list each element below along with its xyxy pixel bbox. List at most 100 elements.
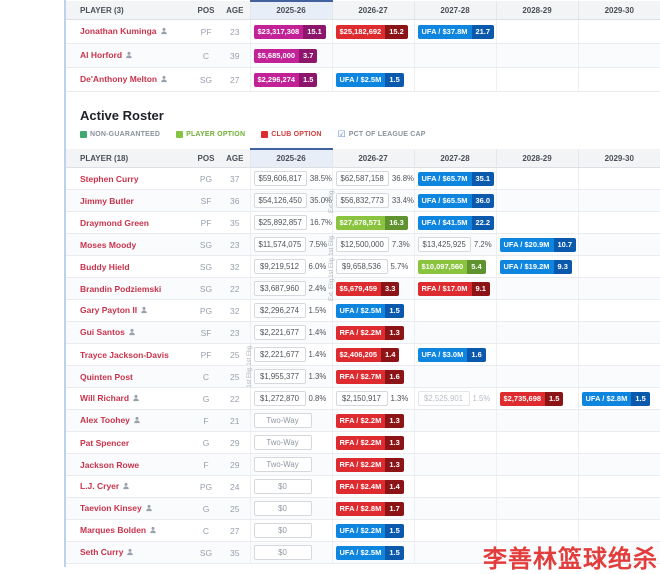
contract-year-cell <box>577 497 660 520</box>
contract-year-cell <box>577 233 660 256</box>
player-name-link[interactable]: Jonathan Kuminga <box>80 26 157 36</box>
player-cell: Pat Spencer <box>66 431 192 454</box>
badge-amount: RFA / $17.0M <box>417 281 472 296</box>
player-name-link[interactable]: Al Horford <box>80 50 123 60</box>
player-name-link[interactable]: Alex Toohey <box>80 415 130 425</box>
contract-year-cell: $59,606,817 38.5% <box>249 167 332 190</box>
player-name-link[interactable]: Brandin Podziemski <box>80 283 162 294</box>
contract-year-cell: $0 <box>249 497 332 520</box>
player-name-link[interactable]: Stephen Curry <box>80 173 139 184</box>
player-row: Draymond Green PF 35 $25,892,857 16.7% $27,67… <box>66 211 660 234</box>
player-cell: Al Horford <box>66 43 192 68</box>
player-age: 22 <box>220 277 250 300</box>
player-name-link[interactable]: Taevion Kinsey <box>80 503 142 513</box>
contract-year-cell <box>413 365 496 388</box>
player-name-link[interactable]: De'Anthony Melton <box>80 74 158 84</box>
badge-cap-pct: 3.7 <box>299 48 318 63</box>
player-name-link[interactable]: Moses Moody <box>80 239 137 250</box>
season-column-header: 2026-27 <box>331 149 414 168</box>
player-position: F <box>192 409 220 432</box>
contract-year-cell <box>413 519 496 542</box>
player-status-icon <box>145 504 153 514</box>
badge-cap-pct: 3.3 <box>381 281 400 296</box>
contract-year-cell <box>413 43 496 68</box>
player-cell: Will Richard <box>66 387 192 410</box>
contract-year-cell <box>495 321 578 344</box>
badge-cap-pct: 5.4 <box>467 259 486 274</box>
section-title: Active Roster <box>80 108 164 123</box>
player-position: SG <box>192 277 220 300</box>
contract-year-cell <box>495 453 578 476</box>
contract-year-cell <box>577 19 660 44</box>
contract-year-cell <box>577 519 660 542</box>
player-name-link[interactable]: L.J. Cryer <box>80 481 120 491</box>
cap-pct-text: 1.4% <box>308 328 327 337</box>
player-cell: Taevion Kinsey <box>66 497 192 520</box>
age-column-header: AGE <box>220 1 250 20</box>
option-salary-badge: $23,317,308 15.1 <box>253 24 326 39</box>
player-name-link[interactable]: Draymond Green <box>80 217 149 228</box>
contract-note-box: Two-Way <box>253 457 312 472</box>
contract-year-cell: $2,296,274 1.5% <box>249 299 332 322</box>
contract-year-cell <box>577 211 660 234</box>
player-age: 39 <box>220 43 250 68</box>
contract-year-cell: $0 <box>249 475 332 498</box>
player-name-link[interactable]: Marques Bolden <box>80 525 147 535</box>
salary-amount-box: $1,955,377 <box>253 369 306 384</box>
option-salary-badge: $25,182,692 15.2 <box>335 24 408 39</box>
player-name-link[interactable]: Buddy Hield <box>80 261 130 272</box>
badge-amount: RFA / $2.2M <box>335 325 386 340</box>
badge-amount: $2,296,274 <box>253 72 300 87</box>
contract-year-cell <box>495 67 578 92</box>
player-age: 22 <box>220 387 250 410</box>
player-position: PG <box>192 299 220 322</box>
contract-year-cell <box>577 409 660 432</box>
player-status-icon <box>132 394 140 404</box>
contract-year-cell: UFA / $41.5M 22.2 <box>413 211 496 234</box>
player-column-header: PLAYER (18) <box>66 149 192 168</box>
table-header-row: PLAYER (3) POS AGE 2025-26 2026-27 2027-28 202… <box>66 0 660 20</box>
player-age: 21 <box>220 409 250 432</box>
player-name-link[interactable]: Quinten Post <box>80 371 133 382</box>
player-name-link[interactable]: Jimmy Butler <box>80 195 134 206</box>
player-row: Alex Toohey F 21 Two-Way RFA / $2.2M 1.3 <box>66 409 660 432</box>
badge-amount: RFA / $2.2M <box>335 413 386 428</box>
player-status-icon <box>122 482 130 492</box>
contract-year-cell <box>331 43 414 68</box>
free-agency-badge: UFA / $20.9M 10.7 <box>499 237 577 252</box>
pending-players-table: PLAYER (3) POS AGE 2025-26 2026-27 2027-28 202… <box>66 0 660 92</box>
position-column-header: POS <box>192 1 220 20</box>
checkbox-icon: ☑ <box>337 129 346 139</box>
free-agency-badge: UFA / $65.5M 36.0 <box>417 193 495 208</box>
contract-year-cell: $2,406,205 1.4 <box>331 343 414 366</box>
contract-year-cell: $0 <box>249 541 332 564</box>
player-cell: Marques Bolden <box>66 519 192 542</box>
cap-pct-text: 7.5% <box>309 240 328 249</box>
contract-year-cell <box>577 43 660 68</box>
option-salary-badge: $5,685,000 3.7 <box>253 48 318 63</box>
player-row: Pat Spencer G 29 Two-Way RFA / $2.2M 1.3 <box>66 431 660 454</box>
player-cell: Seth Curry <box>66 541 192 564</box>
contract-year-cell <box>413 431 496 454</box>
player-name-link[interactable]: Gui Santos <box>80 327 125 337</box>
badge-amount: UFA / $19.2M <box>499 259 554 274</box>
contract-year-cell <box>577 365 660 388</box>
cap-pct-text: 1.5% <box>472 394 491 403</box>
player-row: Jonathan Kuminga PF 23 $23,317,308 15.1 $25,1… <box>66 19 660 44</box>
player-row: Buddy Hield SG 32 $9,219,512 6.0% 1st Elig. $9… <box>66 255 660 278</box>
free-agency-badge: UFA / $3.0M 1.6 <box>417 347 486 362</box>
free-agency-badge: UFA / $2.8M 1.5 <box>581 391 650 406</box>
player-name-link[interactable]: Pat Spencer <box>80 437 130 448</box>
badge-cap-pct: 35.1 <box>471 171 495 186</box>
player-name-link[interactable]: Gary Payton II <box>80 305 138 315</box>
badge-cap-pct: 10.7 <box>553 237 577 252</box>
player-row: Moses Moody SG 23 $11,574,075 7.5% 1st Elig. $… <box>66 233 660 256</box>
player-name-link[interactable]: Jackson Rowe <box>80 459 140 470</box>
player-position: PF <box>192 19 220 44</box>
player-name-link[interactable]: Trayce Jackson-Davis <box>80 349 169 360</box>
pending-table-head: PLAYER (3) POS AGE 2025-26 2026-27 2027-28 202… <box>66 0 660 20</box>
legend-swatch-icon <box>80 131 87 138</box>
player-name-link[interactable]: Will Richard <box>80 393 130 403</box>
player-row: Gui Santos SF 23 $2,221,677 1.4% RFA / $2.2M 1… <box>66 321 660 344</box>
player-name-link[interactable]: Seth Curry <box>80 547 124 557</box>
